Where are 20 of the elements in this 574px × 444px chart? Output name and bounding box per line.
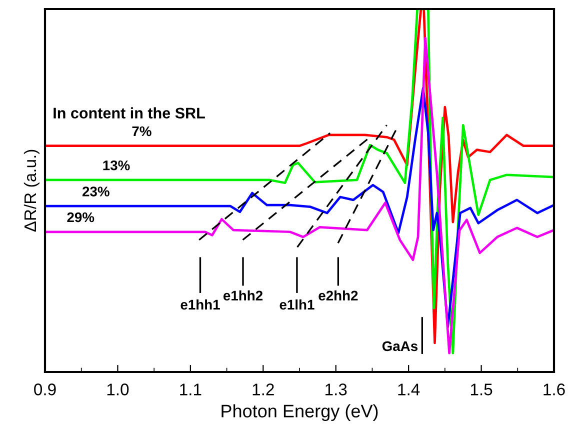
series-label: 29% — [67, 212, 94, 222]
x-tick-label: 1.0 — [107, 384, 129, 396]
series-label: 23% — [82, 186, 110, 196]
annotation: e1hh2 — [223, 290, 263, 301]
annotation: e1hh1 — [180, 299, 220, 310]
x-tick-label: 1.4 — [398, 384, 420, 396]
x-tick-label: 1.6 — [544, 384, 565, 396]
x-tick-label: 1.2 — [252, 384, 274, 396]
y-axis-title: ΔR/R (a.u.) — [24, 150, 40, 232]
x-tick-label: 1.5 — [470, 384, 492, 396]
x-tick-label: 1.1 — [180, 384, 202, 396]
annotation: In content in the SRL — [54, 107, 205, 119]
series-label: 13% — [103, 160, 130, 170]
x-axis-title: Photon Energy (eV) — [222, 404, 378, 422]
annotation: GaAs — [382, 341, 418, 352]
x-tick-label: 0.9 — [34, 384, 56, 396]
annotation: e2hh2 — [318, 290, 358, 301]
series-label: 7% — [132, 126, 152, 136]
annotation: e1lh1 — [280, 299, 314, 310]
x-tick-label: 1.3 — [326, 384, 347, 396]
